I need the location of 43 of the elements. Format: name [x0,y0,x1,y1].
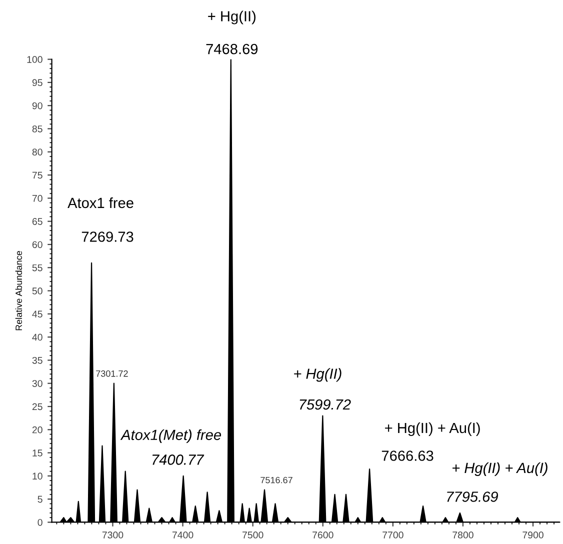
annotation: 7516.67 [260,476,292,484]
x-tick-label: 7500 [242,532,264,538]
y-tick-label: 80 [32,148,42,156]
annotation: Atox1 free [68,197,134,208]
y-tick-label: 85 [32,125,42,132]
annotation: 7301.72 [96,370,128,377]
y-tick-label: 25 [32,403,42,410]
y-tick-label: 100 [27,56,42,63]
y-tick-label: 45 [32,310,42,318]
y-tick-label: 75 [32,172,42,179]
annotation: 7795.69 [447,492,498,502]
y-tick-label: 95 [32,79,42,86]
y-tick-label: 70 [32,194,42,202]
y-tick-label: 90 [32,102,42,110]
y-tick-label: 65 [32,218,42,225]
x-tick-label: 7900 [522,532,544,538]
annotation: + Hg(II) [294,368,342,382]
text: + Hg(II) [208,10,256,24]
annotation: + Hg(II) + Au(I) [385,422,480,436]
y-tick-label: 50 [32,288,42,294]
annotation: 7400.77 [152,454,204,465]
y-tick-label: 40 [32,334,42,341]
annotation: 7468.69 [206,44,258,54]
annotation: 7269.73 [82,232,134,242]
x-tick-label: 7400 [172,532,194,538]
annotation: 7666.63 [382,450,434,461]
x-tick-label: 7800 [452,532,474,538]
annotation: Atox1(Met) free [120,429,222,443]
y-tick-label: 30 [32,380,42,387]
x-tick-label: 7700 [382,532,404,538]
y-tick-label: 55 [32,264,42,272]
y-tick-label: 20 [32,426,42,434]
y-tick-label: 5 [38,496,42,503]
annotation: 7599.72 [300,399,351,410]
y-tick-label: 35 [32,356,42,364]
x-tick-label: 7600 [312,532,334,538]
y-tick-label: 0 [38,518,42,526]
y-tick-label: 60 [32,241,42,248]
y-tick-label: 10 [32,472,42,480]
y-tick-label: 15 [32,450,42,456]
y-axis-title: Relative Abundance [15,251,22,330]
x-tick-label: 7300 [102,532,124,538]
annotation: + Hg(II) + Au(I) [452,462,548,476]
